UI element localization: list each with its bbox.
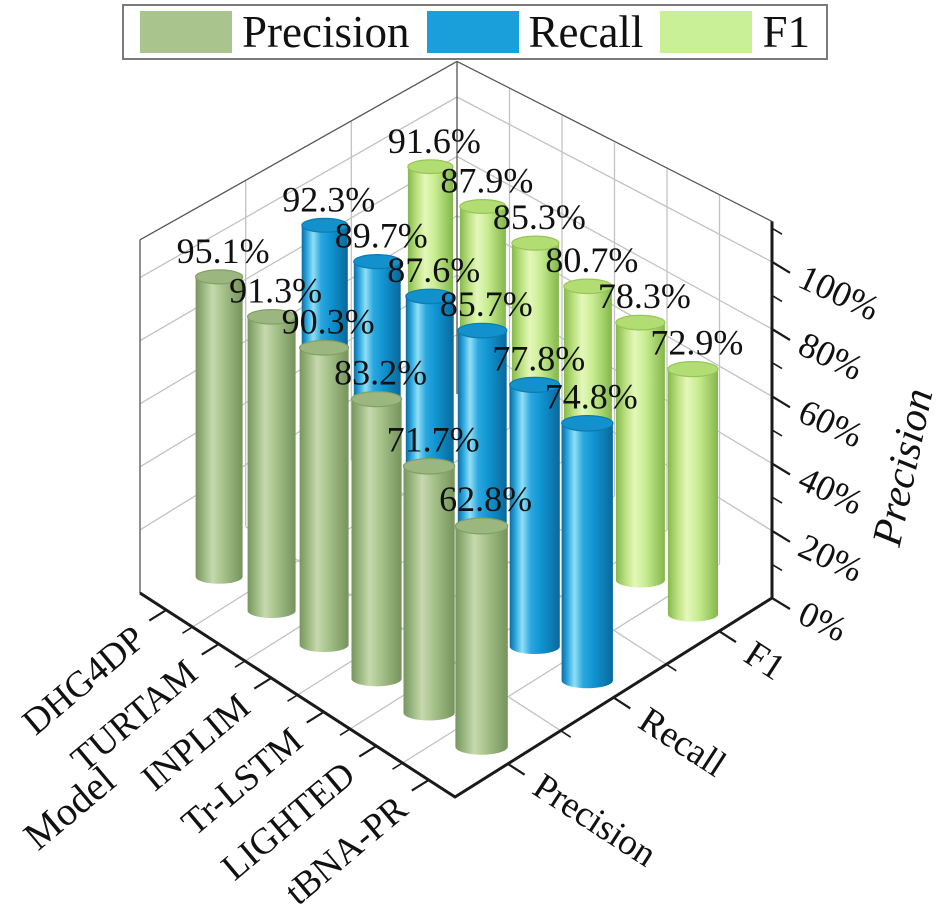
z-tick-label: 40% (793, 458, 870, 522)
cylinder-body (247, 316, 296, 618)
z-tick-label: 20% (793, 526, 870, 590)
cylinder-f1-tbna-pr: 72.9% (650, 323, 743, 622)
data-label: 85.3% (493, 197, 586, 237)
cylinder-body (403, 466, 455, 721)
data-label: 62.8% (439, 479, 532, 519)
data-label: 80.7% (545, 240, 638, 280)
cylinder-body (195, 276, 243, 584)
legend-item-f1: F1 (660, 6, 810, 57)
cylinder-top (351, 391, 403, 408)
cylinder-recall-lighted: 77.8% (492, 338, 585, 655)
cylinder-precision-inplim: 90.3% (282, 301, 375, 653)
data-label: 87.9% (440, 161, 533, 201)
cylinder-recall-tbna-pr: 74.8% (545, 377, 638, 689)
z-tick-label: 60% (793, 391, 870, 455)
data-label: 89.7% (335, 216, 428, 256)
x-axis-title: Model (15, 757, 124, 859)
data-label: 83.2% (334, 353, 427, 393)
cylinder-f1-lighted: 78.3% (598, 276, 691, 588)
legend-swatch-precision (140, 11, 232, 53)
cylinder-top (299, 339, 350, 356)
cylinder-top (509, 376, 561, 393)
cylinder-top (563, 278, 613, 295)
cylinder-precision-lighted: 71.7% (387, 420, 480, 721)
z-tick-label: 80% (793, 324, 870, 388)
y-tick-label: Recall (631, 700, 733, 786)
z-tick-label: 0% (793, 593, 853, 650)
cylinder-precision-turtam: 91.3% (229, 271, 322, 618)
data-label: 91.3% (229, 271, 322, 311)
cylinder-body (351, 399, 402, 687)
z-axis-title: Precision (864, 385, 942, 551)
data-label: 74.8% (545, 377, 638, 417)
z-tick-label: 100% (793, 257, 886, 329)
cylinder-bars: 91.6% 92.3% 87.9% 95.1% 89.7% 85.3% 91.3% 87.6%… (177, 121, 743, 755)
data-label: 90.3% (282, 301, 375, 341)
cylinder-body (455, 526, 508, 755)
cylinder-top (511, 235, 560, 251)
cylinder-top (407, 159, 454, 175)
data-label: 91.6% (388, 121, 481, 161)
cylinder-precision-dhg4dp: 95.1% (177, 231, 270, 584)
legend-label-f1: F1 (762, 6, 810, 57)
data-label: 87.6% (387, 250, 480, 290)
legend-swatch-recall (426, 11, 519, 53)
legend-item-precision: Precision (140, 6, 410, 57)
data-label: 77.8% (492, 338, 585, 378)
cylinder-top (615, 314, 666, 331)
cylinder-top (195, 269, 244, 285)
cylinder-top (457, 322, 508, 339)
cylinder-top (561, 414, 614, 432)
legend-label-recall: Recall (528, 6, 644, 57)
cylinder-top (667, 361, 719, 378)
cylinder-body (299, 347, 349, 653)
data-label: 71.7% (387, 420, 480, 460)
legend-label-precision: Precision (242, 6, 410, 57)
cylinder-top (454, 517, 509, 535)
cylinder-top (353, 254, 402, 270)
legend: Precision Recall F1 (122, 4, 828, 60)
cylinder-body (615, 322, 665, 588)
y-tick-label: Precision (526, 766, 664, 875)
cylinder-body (667, 369, 718, 622)
box-edges (139, 60, 773, 593)
legend-swatch-f1 (660, 11, 753, 53)
cylinder-precision-tbna-pr: 62.8% (439, 479, 532, 755)
data-label: 85.7% (440, 284, 533, 324)
data-label: 78.3% (598, 276, 691, 316)
cylinder-body (509, 384, 560, 655)
data-label: 95.1% (177, 231, 270, 271)
cylinder-top (459, 199, 507, 215)
y-tick-label: F1 (737, 633, 792, 689)
data-label: 92.3% (282, 179, 375, 219)
cylinder-top (405, 288, 455, 305)
legend-item-recall: Recall (426, 6, 644, 57)
cylinder-top (301, 217, 349, 233)
cylinder-precision-tr-lstm: 83.2% (334, 353, 427, 687)
cylinder-top (402, 457, 456, 475)
data-label: 72.9% (650, 323, 743, 363)
cylinder-body (561, 423, 613, 689)
cylinder-top (247, 308, 297, 325)
